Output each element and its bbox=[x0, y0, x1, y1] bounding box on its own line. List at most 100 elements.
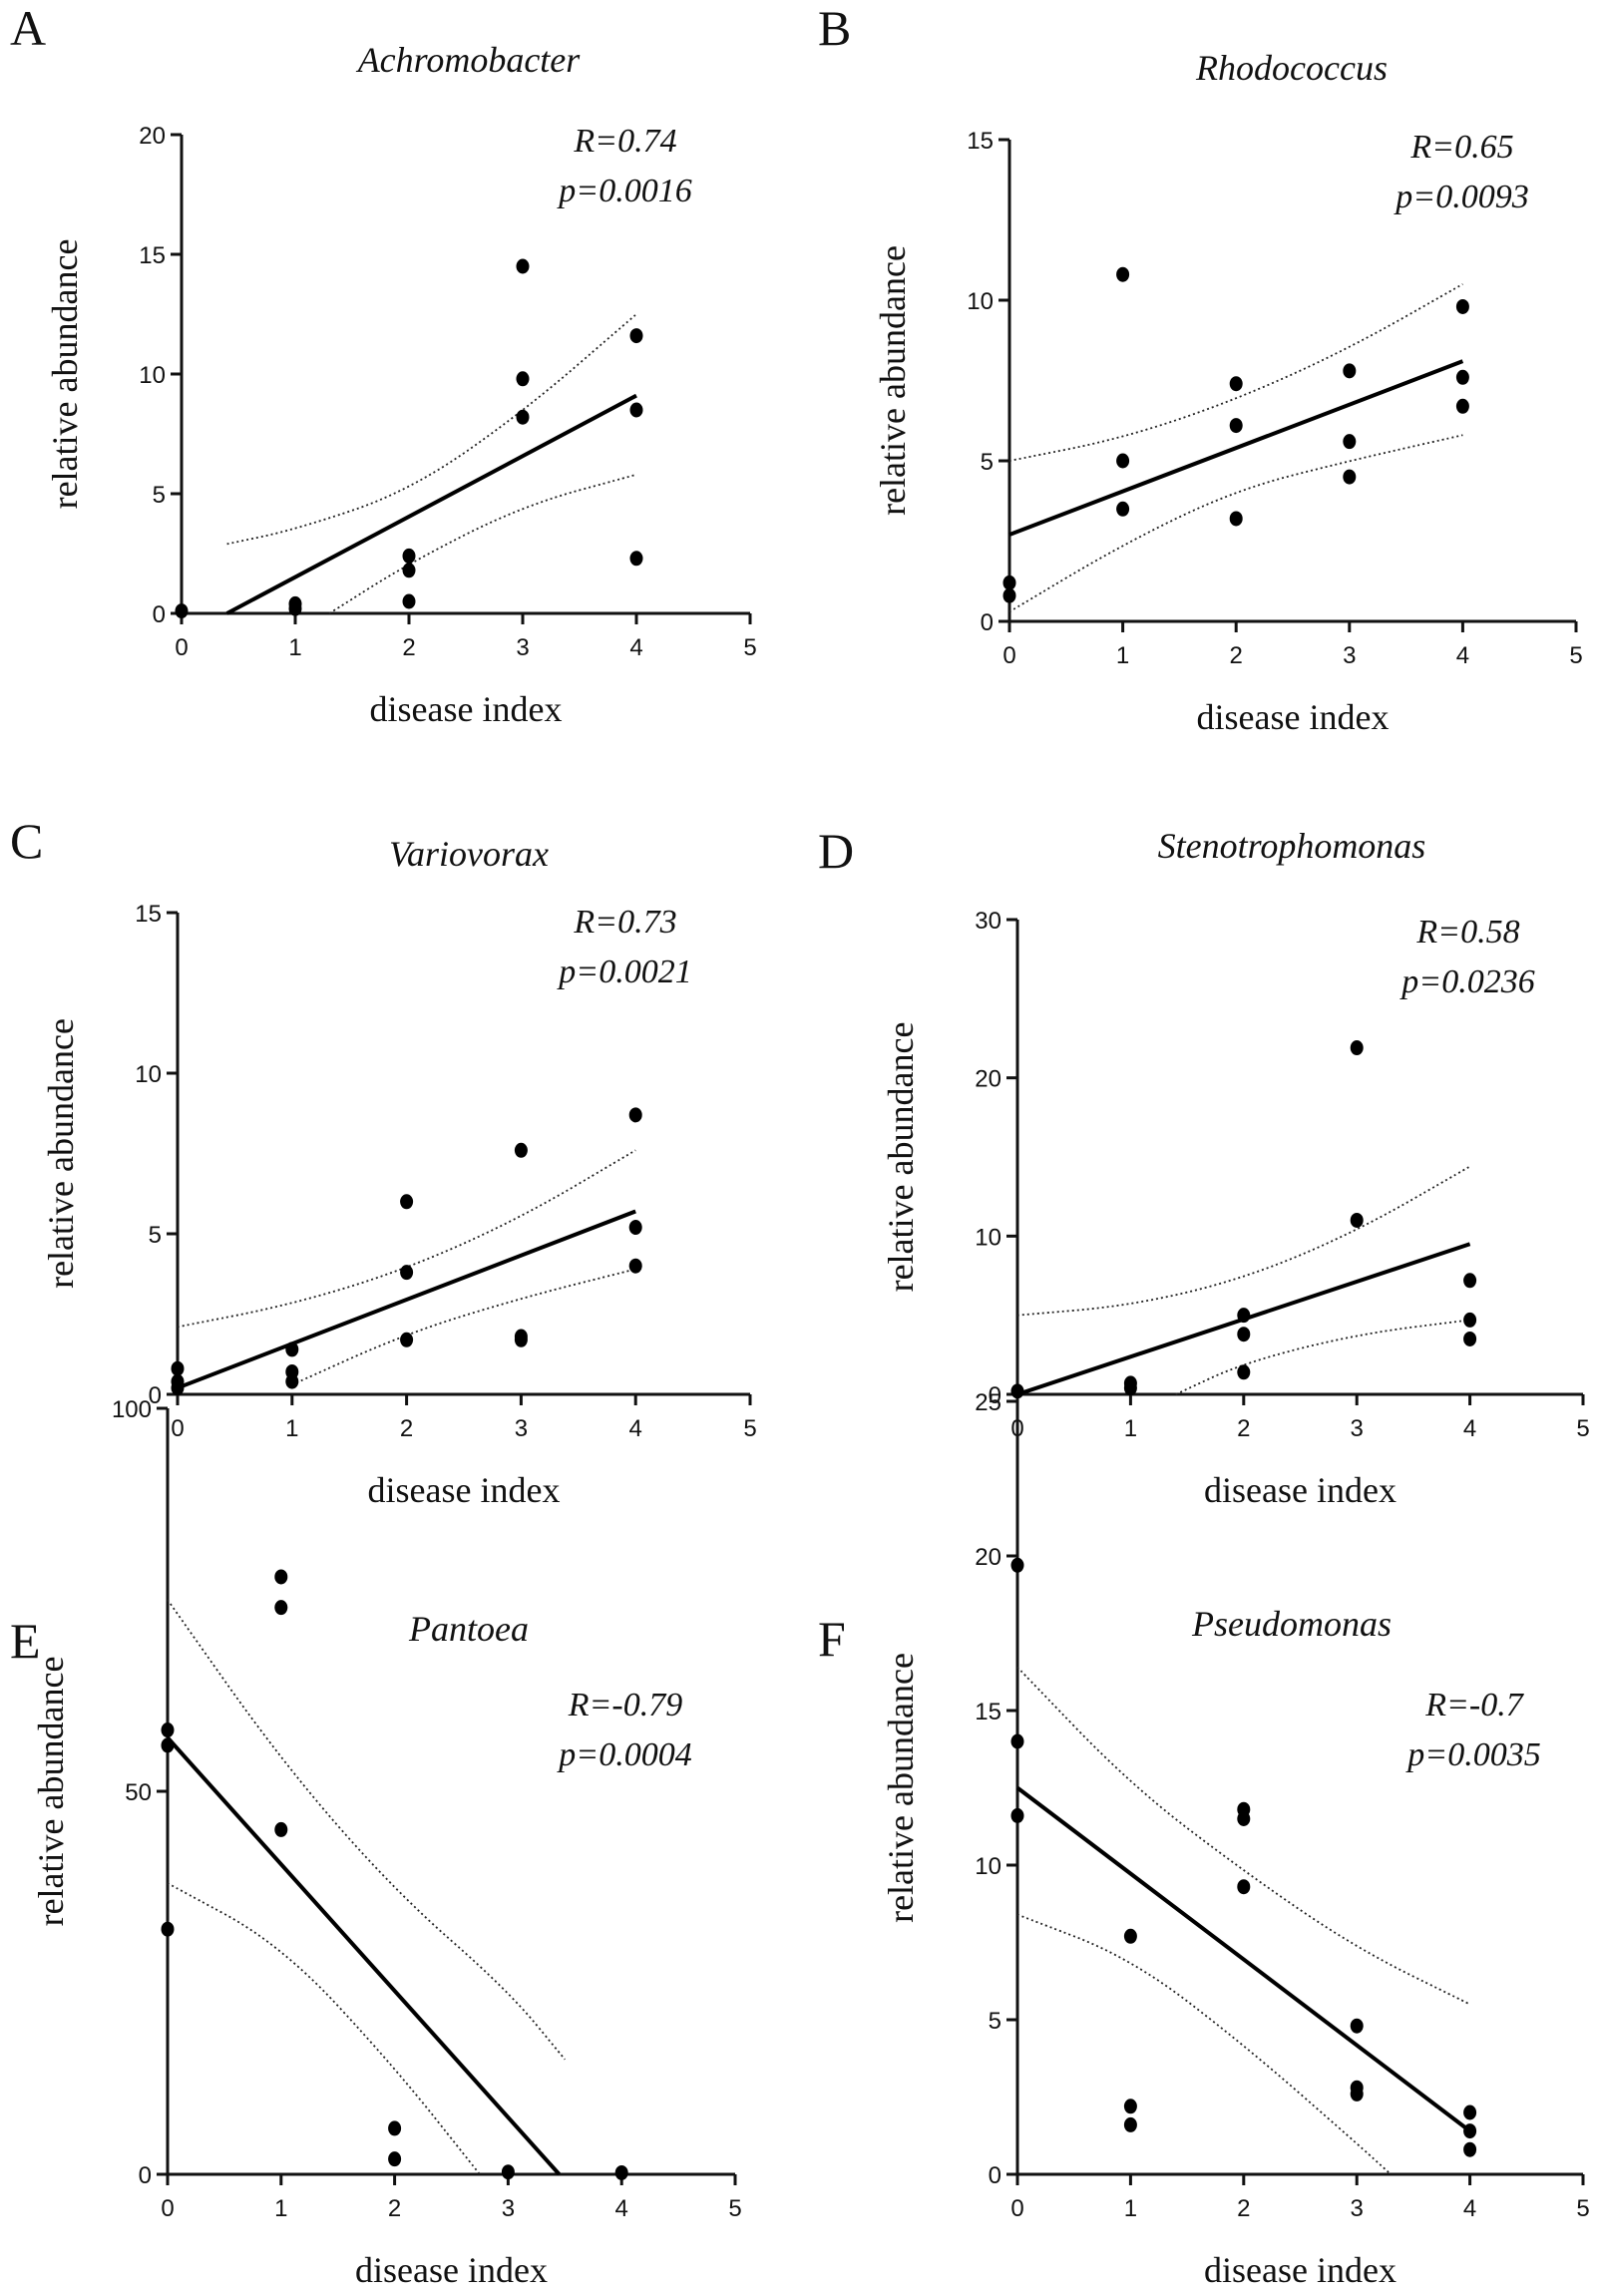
data-point bbox=[1229, 511, 1243, 527]
confidence-band-lower bbox=[1175, 1319, 1470, 1395]
x-tick-label: 2 bbox=[1237, 1415, 1250, 1442]
chart-title: Pseudomonas bbox=[1191, 1604, 1392, 1644]
data-point bbox=[1463, 1273, 1477, 1289]
data-point bbox=[285, 1341, 299, 1357]
x-tick-label: 5 bbox=[1576, 2195, 1589, 2222]
x-tick-label: 1 bbox=[1124, 1415, 1137, 1442]
data-point bbox=[516, 371, 530, 387]
chart-title: Pantoea bbox=[408, 1609, 529, 1649]
y-tick-label: 0 bbox=[139, 2162, 152, 2189]
data-point bbox=[501, 2164, 515, 2180]
data-point bbox=[1455, 369, 1469, 385]
data-point bbox=[516, 258, 530, 274]
data-point bbox=[1350, 2086, 1364, 2102]
x-tick-label: 2 bbox=[400, 1415, 413, 1442]
data-point bbox=[516, 409, 530, 425]
data-point bbox=[402, 548, 416, 564]
correlation-r: R=0.65 bbox=[1409, 129, 1513, 166]
x-tick-label: 0 bbox=[161, 2195, 174, 2222]
x-tick-label: 4 bbox=[629, 634, 642, 661]
x-tick-label: 5 bbox=[743, 1415, 756, 1442]
data-point bbox=[1123, 2099, 1137, 2114]
x-axis-label: disease index bbox=[1197, 697, 1390, 737]
x-tick-label: 0 bbox=[1002, 642, 1015, 669]
x-tick-label: 2 bbox=[388, 2195, 401, 2222]
p-value: p=0.0016 bbox=[557, 173, 691, 209]
x-tick-label: 5 bbox=[743, 634, 756, 661]
data-point bbox=[1463, 2123, 1477, 2139]
y-tick-label: 15 bbox=[135, 901, 162, 928]
panel-c: C Variovorax R=0.73 p=0.0021 0 1 2 3 4 5 0 5 10 15 dis… bbox=[10, 813, 757, 1510]
x-tick-label: 5 bbox=[728, 2195, 741, 2222]
data-point bbox=[1350, 2018, 1364, 2034]
panel-b: B Rhodococcus R=0.65 p=0.0093 0 1 2 3 4 5 0 5 10 15 di… bbox=[818, 0, 1583, 737]
data-point bbox=[1229, 376, 1243, 392]
data-point bbox=[1343, 434, 1357, 450]
y-tick-label: 0 bbox=[989, 2162, 1001, 2189]
data-point bbox=[1116, 266, 1130, 282]
data-point bbox=[274, 1569, 288, 1585]
x-tick-label: 5 bbox=[1569, 642, 1582, 669]
x-tick-label: 4 bbox=[1456, 642, 1469, 669]
data-point bbox=[1237, 1364, 1251, 1380]
x-tick-label: 4 bbox=[1463, 2195, 1476, 2222]
x-tick-label: 2 bbox=[1230, 642, 1243, 669]
x-tick-label: 1 bbox=[1124, 2195, 1137, 2222]
data-point bbox=[629, 402, 643, 418]
data-point bbox=[1002, 574, 1016, 590]
panel-d: DStenotrophomonasR=0.58p=0.0236012345010… bbox=[818, 823, 1590, 1510]
x-tick-label: 1 bbox=[285, 1415, 298, 1442]
data-point bbox=[1237, 1879, 1251, 1895]
p-value: p=0.0236 bbox=[1399, 963, 1534, 1000]
y-tick-label: 0 bbox=[153, 601, 166, 628]
data-point bbox=[1237, 1308, 1251, 1324]
data-point bbox=[628, 1107, 642, 1123]
data-point bbox=[629, 551, 643, 567]
data-point bbox=[1463, 2141, 1477, 2157]
data-point bbox=[1010, 1383, 1024, 1399]
data-point bbox=[1343, 363, 1357, 379]
x-tick-label: 4 bbox=[629, 1415, 642, 1442]
data-point bbox=[1343, 469, 1357, 485]
x-axis-label: disease index bbox=[368, 1470, 561, 1510]
data-point bbox=[388, 2151, 402, 2167]
data-point bbox=[1123, 2116, 1137, 2132]
x-tick-label: 4 bbox=[615, 2195, 628, 2222]
y-tick-label: 15 bbox=[975, 1699, 1001, 1725]
x-axis-label: disease index bbox=[355, 2250, 548, 2290]
y-tick-label: 0 bbox=[989, 1382, 1001, 1409]
data-point bbox=[161, 1722, 175, 1738]
data-point bbox=[274, 1600, 288, 1616]
y-tick-label: 0 bbox=[981, 609, 994, 636]
y-tick-label: 5 bbox=[153, 482, 166, 509]
y-tick-label: 30 bbox=[975, 908, 1001, 935]
data-point bbox=[400, 1265, 414, 1281]
x-axis-label: disease index bbox=[370, 689, 563, 729]
y-tick-label: 20 bbox=[975, 1544, 1001, 1571]
data-point bbox=[274, 1821, 288, 1837]
y-tick-label: 100 bbox=[112, 1396, 152, 1423]
data-point bbox=[400, 1332, 414, 1347]
y-tick-label: 20 bbox=[975, 1066, 1001, 1093]
x-tick-label: 0 bbox=[175, 634, 188, 661]
y-tick-label: 10 bbox=[975, 1853, 1001, 1880]
y-tick-label: 15 bbox=[139, 242, 166, 269]
panel-letter: A bbox=[10, 0, 46, 56]
panel-a: A Achromobacter R=0.74 p=0.0016 0 1 2 3 4 5 0 5 10 15… bbox=[10, 0, 757, 729]
y-tick-label: 50 bbox=[125, 1779, 152, 1806]
y-tick-label: 5 bbox=[989, 2008, 1001, 2035]
y-tick-label: 10 bbox=[139, 362, 166, 389]
data-point bbox=[1237, 1811, 1251, 1826]
data-point bbox=[171, 1360, 185, 1376]
regression-line bbox=[1008, 359, 1464, 537]
confidence-band-lower bbox=[328, 473, 637, 614]
p-value: p=0.0004 bbox=[557, 1736, 691, 1773]
y-tick-label: 25 bbox=[975, 1389, 1001, 1416]
data-point bbox=[1116, 501, 1130, 517]
p-value: p=0.0093 bbox=[1394, 179, 1528, 215]
data-point bbox=[628, 1258, 642, 1274]
p-value: p=0.0035 bbox=[1405, 1736, 1540, 1773]
y-tick-label: 10 bbox=[135, 1061, 162, 1088]
x-tick-label: 2 bbox=[1237, 2195, 1250, 2222]
